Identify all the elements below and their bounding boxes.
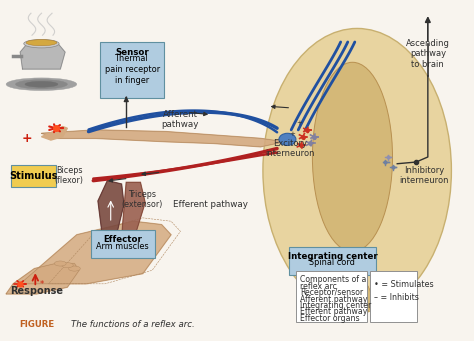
Ellipse shape — [16, 79, 67, 89]
Text: Thermal
pain receptor
in finger: Thermal pain receptor in finger — [105, 54, 160, 85]
Text: reflex arc: reflex arc — [300, 282, 337, 291]
Ellipse shape — [312, 62, 392, 252]
Text: Excitory
interneuron: Excitory interneuron — [265, 139, 315, 158]
Ellipse shape — [343, 279, 371, 319]
Text: – = Inhibits: – = Inhibits — [374, 293, 419, 302]
Text: Components of a: Components of a — [300, 275, 366, 284]
Text: Integrating center: Integrating center — [288, 252, 377, 261]
Text: FIGURE: FIGURE — [19, 321, 55, 329]
FancyBboxPatch shape — [11, 165, 55, 188]
Text: Efferent pathway: Efferent pathway — [173, 200, 248, 209]
Text: *: * — [40, 280, 44, 288]
Text: Efferent pathway: Efferent pathway — [300, 308, 367, 316]
Polygon shape — [20, 221, 171, 284]
Text: Receptor/sensor: Receptor/sensor — [300, 288, 363, 297]
Text: • = Stimulates: • = Stimulates — [374, 280, 434, 290]
Text: Integrating center: Integrating center — [300, 301, 372, 310]
Text: Arm muscles: Arm muscles — [96, 241, 149, 251]
FancyBboxPatch shape — [296, 271, 367, 322]
Text: Spinal cord: Spinal cord — [310, 258, 356, 267]
Circle shape — [279, 133, 296, 146]
Text: Biceps
(flexor): Biceps (flexor) — [55, 166, 84, 185]
Ellipse shape — [263, 28, 451, 313]
Polygon shape — [121, 182, 145, 238]
Polygon shape — [41, 127, 67, 140]
Text: +: + — [22, 132, 33, 145]
Polygon shape — [6, 264, 79, 294]
FancyBboxPatch shape — [91, 230, 155, 258]
Text: +: + — [290, 131, 296, 137]
Ellipse shape — [6, 78, 77, 91]
Ellipse shape — [62, 263, 73, 268]
Polygon shape — [20, 44, 65, 69]
Polygon shape — [41, 130, 284, 147]
Ellipse shape — [26, 40, 57, 46]
Ellipse shape — [24, 40, 59, 48]
Text: Inhibitory
interneuron: Inhibitory interneuron — [400, 166, 449, 185]
Text: Afferent pathway: Afferent pathway — [300, 295, 368, 303]
Text: Effector organs: Effector organs — [300, 314, 360, 323]
Text: Effector: Effector — [103, 235, 142, 244]
Ellipse shape — [55, 261, 66, 266]
Text: Sensor: Sensor — [115, 48, 149, 57]
Text: The functions of a reflex arc.: The functions of a reflex arc. — [71, 321, 195, 329]
FancyBboxPatch shape — [100, 42, 164, 98]
Text: +: + — [296, 120, 302, 126]
Text: Response: Response — [10, 285, 63, 296]
Polygon shape — [98, 181, 124, 238]
Ellipse shape — [69, 266, 80, 271]
Text: Stimulus: Stimulus — [9, 171, 57, 181]
FancyBboxPatch shape — [289, 247, 376, 275]
FancyBboxPatch shape — [370, 271, 418, 322]
Ellipse shape — [25, 81, 58, 87]
Text: Ascending
pathway
to brain: Ascending pathway to brain — [406, 39, 450, 69]
Text: Triceps
(extensor): Triceps (extensor) — [121, 190, 163, 209]
Text: Afferent
pathway: Afferent pathway — [162, 110, 199, 130]
